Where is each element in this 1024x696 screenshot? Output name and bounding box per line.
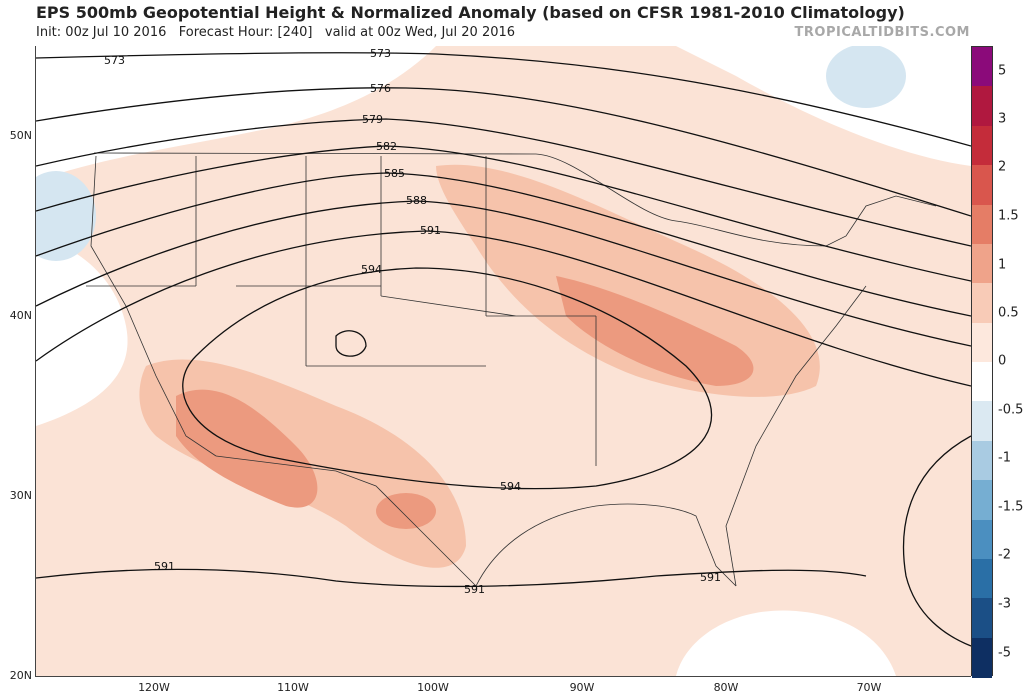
colorbar-segment: [972, 440, 992, 481]
contour-582: [36, 145, 971, 282]
lon-label-90w: 90W: [569, 681, 595, 694]
brand-watermark: TROPICALTIDBITS.COM: [794, 25, 970, 40]
anomaly-strong-arizona: [176, 389, 318, 508]
contour-label: 573: [370, 47, 391, 60]
us-mexico-border: [215, 455, 477, 587]
map-panel[interactable]: 573 573 576 579 582 585 588 591 594 594 …: [35, 46, 971, 677]
contour-585: [36, 172, 971, 317]
colorbar-tick-label: -3: [998, 596, 1011, 612]
init-time: Init: 00z Jul 10 2016: [36, 25, 167, 40]
colorbar-segment: [972, 558, 992, 599]
lat-label-50n: 50N: [9, 129, 32, 142]
contour-label: 594: [500, 480, 521, 493]
colorbar-segment: [972, 86, 992, 127]
contour-label: 591: [154, 560, 175, 573]
forecast-hour: Forecast Hour: [240]: [178, 25, 313, 40]
contour-label: 579: [362, 113, 383, 126]
colorbar-segment: [972, 637, 992, 678]
chart-title: EPS 500mb Geopotential Height & Normaliz…: [36, 3, 905, 22]
colorbar-tick-label: 2: [998, 159, 1007, 175]
colorbar-tick-label: 5: [998, 63, 1007, 79]
colorbar: [971, 46, 993, 678]
lon-label-110w: 110W: [277, 681, 309, 694]
lat-label-40n: 40N: [9, 309, 32, 322]
colorbar-segment: [972, 401, 992, 442]
colorbar-tick-label: 0: [998, 353, 1007, 369]
colorbar-tick-label: -0.5: [998, 402, 1024, 418]
colorbar-segment: [972, 243, 992, 284]
lon-label-70w: 70W: [856, 681, 882, 694]
colorbar-segment: [972, 125, 992, 166]
contour-594: [182, 267, 713, 490]
us-east-coast: [725, 285, 867, 587]
anomaly-strong-ohio: [556, 276, 754, 386]
anomaly-neutral-caribbean: [676, 610, 896, 676]
contour-label: 591: [700, 571, 721, 584]
lon-label-100w: 100W: [417, 681, 449, 694]
contour-label: 576: [370, 82, 391, 95]
anomaly-neutral-north: [36, 46, 436, 181]
contour-576: [36, 87, 971, 217]
anomaly-strong-texas: [376, 493, 436, 529]
contour-label: 591: [420, 224, 441, 237]
colorbar-segment: [972, 480, 992, 520]
contour-label: 582: [376, 140, 397, 153]
contour-591-atlantic: [902, 435, 971, 647]
colorbar-tick-label: 0.5: [998, 305, 1019, 321]
colorbar-segment: [972, 519, 992, 560]
colorbar-tick-label: 1.5: [998, 208, 1019, 224]
contour-labels: 573 573 576 579 582 585 588 591 594 594 …: [104, 47, 721, 596]
colorbar-segment: [972, 322, 992, 363]
us-west-coast: [90, 155, 217, 457]
contour-579: [36, 118, 971, 247]
political-boundaries: [86, 152, 937, 587]
contour-label: 588: [406, 194, 427, 207]
anomaly-negative-pacific: [36, 171, 96, 261]
colorbar-tick-label: -5: [998, 645, 1011, 661]
contour-591: [36, 230, 971, 387]
colorbar-segment: [972, 598, 992, 639]
contour-label: 573: [104, 54, 125, 67]
colorbar-tick-label: -2: [998, 547, 1011, 563]
colorbar-segment: [972, 362, 992, 402]
anomaly-moderate-ohio-valley: [436, 164, 820, 397]
anomaly-negative-canada: [826, 46, 906, 108]
colorbar-segment: [972, 47, 992, 87]
contour-591-south: [36, 568, 867, 588]
lat-label-20n: 20N: [9, 669, 32, 682]
state-lines: [86, 156, 597, 466]
colorbar-segment: [972, 204, 992, 245]
contour-573: [36, 52, 971, 147]
contour-label: 591: [464, 583, 485, 596]
colorbar-segment: [972, 165, 992, 205]
contour-label: 594: [361, 263, 382, 276]
anomaly-shading: [36, 46, 971, 676]
colorbar-tick-label: 1: [998, 257, 1007, 273]
lon-label-120w: 120W: [138, 681, 170, 694]
gulf-coast: [475, 503, 737, 587]
colorbar-tick-label: -1: [998, 450, 1011, 466]
contour-588: [36, 200, 971, 347]
lon-label-80w: 80W: [713, 681, 739, 694]
map-canvas: 573 573 576 579 582 585 588 591 594 594 …: [36, 46, 971, 676]
colorbar-tick-label: -1.5: [998, 499, 1024, 515]
us-canada-border: [93, 152, 937, 247]
valid-time: valid at 00z Wed, Jul 20 2016: [324, 25, 516, 40]
contour-594-cell: [335, 330, 367, 357]
colorbar-tick-label: 3: [998, 111, 1007, 127]
chart-subtitle: Init: 00z Jul 10 2016 Forecast Hour: [24…: [36, 25, 515, 40]
height-contours: [36, 52, 971, 647]
contour-label: 585: [384, 167, 405, 180]
colorbar-segment: [972, 283, 992, 324]
lat-label-30n: 30N: [9, 489, 32, 502]
